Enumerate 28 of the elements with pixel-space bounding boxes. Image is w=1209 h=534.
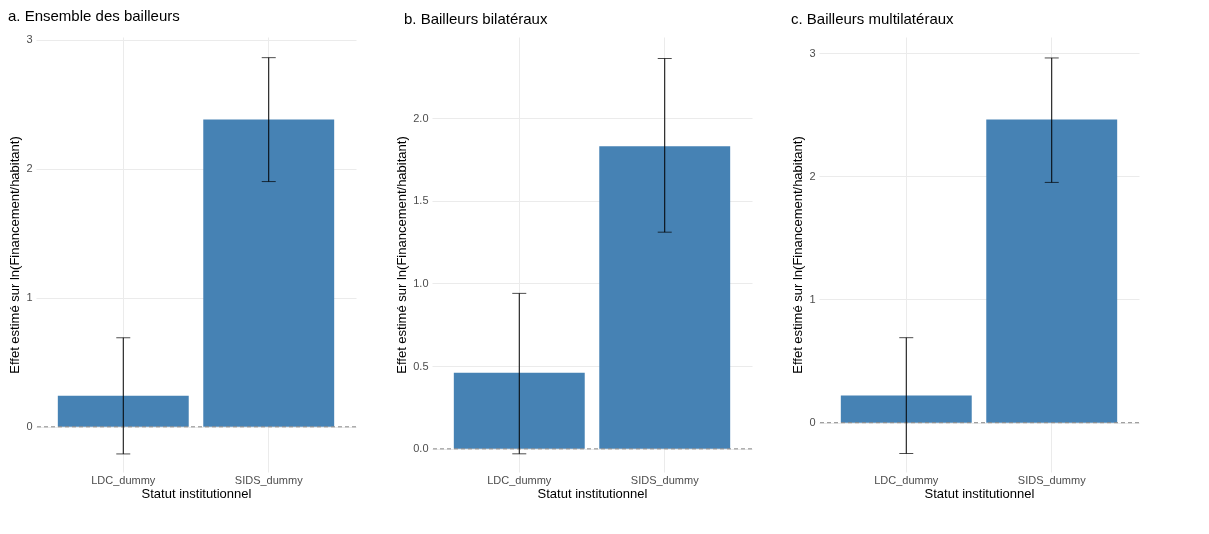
x-tick-label: LDC_dummy <box>91 473 156 486</box>
x-tick-label: SIDS_dummy <box>630 473 700 486</box>
y-axis-title: Effet estimé sur ln(Financement/habitant) <box>7 136 23 374</box>
chart-title: c. Bailleurs multilatéraux <box>791 10 955 27</box>
y-tick-label: 0 <box>26 420 33 433</box>
x-axis-title: Statut institutionnel <box>537 485 648 501</box>
chart-title: a. Ensemble des bailleurs <box>8 6 180 24</box>
x-axis-title: Statut institutionnel <box>924 485 1035 501</box>
y-tick-label: 2.0 <box>413 111 429 124</box>
y-tick-label: 1 <box>809 292 816 305</box>
x-axis-title: Statut institutionnel <box>141 485 252 501</box>
y-tick-label: 0.0 <box>413 442 429 455</box>
y-tick-label: 3 <box>809 46 816 59</box>
x-tick-label: SIDS_dummy <box>234 473 304 486</box>
y-axis-title: Effet estimé sur ln(Financement/habitant) <box>394 136 410 374</box>
y-tick-label: 2 <box>809 169 816 182</box>
y-tick-label: 1.0 <box>413 276 429 289</box>
y-tick-label: 0.5 <box>413 359 429 372</box>
y-tick-label: 1 <box>26 291 33 304</box>
y-tick-label: 3 <box>26 33 33 46</box>
y-tick-label: 1.5 <box>413 194 429 207</box>
x-tick-label: LDC_dummy <box>874 473 939 486</box>
x-tick-label: LDC_dummy <box>487 473 552 486</box>
y-axis-title: Effet estimé sur ln(Financement/habitant) <box>790 136 806 374</box>
y-tick-label: 2 <box>26 162 33 175</box>
y-tick-label: 0 <box>809 416 816 429</box>
x-tick-label: SIDS_dummy <box>1017 473 1087 486</box>
chart-title: b. Bailleurs bilatéraux <box>404 10 548 27</box>
